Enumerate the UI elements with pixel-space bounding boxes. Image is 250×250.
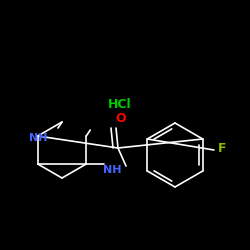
Text: HCl: HCl xyxy=(108,98,132,112)
Text: NH: NH xyxy=(103,165,121,175)
Text: O: O xyxy=(116,112,126,124)
Text: F: F xyxy=(218,142,226,154)
Text: NH: NH xyxy=(29,133,47,143)
